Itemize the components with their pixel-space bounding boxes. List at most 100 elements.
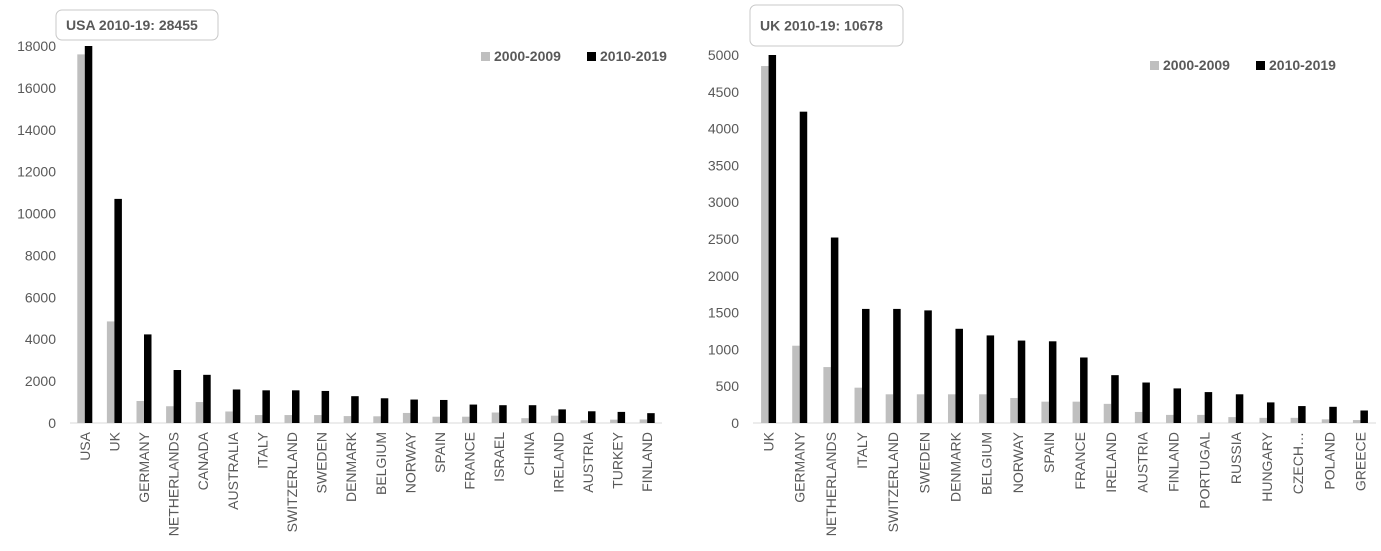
bar-2010-2019-australia (232, 389, 241, 423)
bar-2010-2019-denmark (955, 328, 963, 423)
legend-label: 2010-2019 (1269, 57, 1336, 73)
bar-2010-2019-czech (1298, 406, 1306, 423)
y-tick-label: 18000 (17, 38, 56, 54)
y-tick-label: 16000 (17, 80, 56, 96)
x-tick-label: SPAIN (1041, 432, 1057, 473)
bar-2000-2009-ireland (550, 415, 559, 423)
x-tick-label: BELGIUM (979, 432, 995, 495)
bar-2010-2019-turkey (617, 411, 626, 423)
bar-2010-2019-italy (862, 308, 870, 423)
annotation-text: USA 2010-19: 28455 (66, 17, 198, 33)
bar-2010-2019-poland (1329, 406, 1337, 423)
bar-2010-2019-germany (799, 111, 808, 423)
bar-2000-2009-norway (1010, 397, 1018, 423)
bar-2000-2009-belgium (979, 394, 987, 423)
bar-2000-2009-france (1072, 401, 1081, 423)
usa-collaboration-chart: 0 2000 4000 6000 8000 10000 12000 14000 16000 180… (0, 0, 686, 551)
bar-2000-2009-canada (195, 402, 204, 423)
bar-2000-2009-spain (1041, 401, 1049, 423)
bar-2010-2019-switzerland (292, 390, 300, 423)
x-tick-label: SWEDEN (314, 432, 330, 493)
y-tick-label: 4000 (708, 121, 739, 137)
bar-2000-2009-denmark (343, 416, 352, 423)
y-tick-label: 2500 (708, 231, 739, 247)
x-tick-label: NORWAY (402, 431, 418, 493)
bar-2010-2019-uk (768, 55, 777, 423)
y-tick-label: 2000 (25, 373, 56, 389)
bar-2010-2019-netherlands (830, 237, 839, 423)
x-tick-label: CANADA (195, 431, 211, 490)
x-tick-label: GERMANY (792, 431, 808, 502)
bar-2010-2019-ireland (558, 409, 566, 423)
y-tick-label: 14000 (17, 122, 56, 138)
y-tick-label: 3000 (708, 194, 739, 210)
bar-2010-2019-denmark (351, 396, 359, 423)
bar-2010-2019-canada (203, 374, 211, 423)
bar-2000-2009-austria (580, 420, 588, 423)
bar-2000-2009-italy (254, 415, 263, 423)
y-tick-label: 8000 (25, 247, 56, 263)
x-tick-label: ITALY (254, 431, 270, 468)
x-tick-label: POLAND (1321, 432, 1337, 490)
x-tick-label: AUSTRIA (580, 431, 596, 492)
y-tick-label: 3500 (708, 157, 739, 173)
bar-2010-2019-portugal (1204, 392, 1213, 423)
bar-2000-2009-germany (792, 345, 800, 423)
bar-2010-2019-sweden (924, 310, 932, 423)
x-tick-label: FINLAND (639, 432, 655, 492)
bar-2000-2009-turkey (610, 419, 618, 423)
legend-swatch-2000-2009 (481, 52, 490, 61)
x-tick-label: AUSTRALIA (225, 431, 241, 509)
x-tick-label: ISRAEL (491, 432, 507, 482)
bar-2010-2019-norway (1017, 340, 1026, 423)
uk-chart-svg: 0 500 1000 1500 2000 2500 3000 3500 4000 4500 5000… (708, 4, 1376, 536)
bar-2000-2009-france (462, 416, 470, 423)
x-tick-label: FINLAND (1166, 432, 1182, 492)
uk-collaboration-chart: 0 500 1000 1500 2000 2500 3000 3500 4000 4500 5000… (686, 0, 1381, 551)
bar-2010-2019-norway (410, 399, 418, 423)
bar-2000-2009-china (521, 418, 529, 423)
y-tick-label: 500 (716, 378, 740, 394)
x-tick-label: CZECH… (1290, 432, 1306, 494)
x-tick-label: TURKEY (610, 431, 626, 488)
x-tick-label: USA (77, 431, 93, 460)
bar-2010-2019-austria (588, 411, 596, 423)
x-tick-label: HUNGARY (1259, 431, 1275, 501)
x-tick-label: IRELAND (550, 432, 566, 493)
y-tick-label: 4500 (708, 84, 739, 100)
bar-2010-2019-finland (1173, 388, 1182, 423)
legend-swatch-2010-2019 (1256, 61, 1265, 70)
legend-swatch-2010-2019 (587, 52, 596, 61)
x-tick-label: NETHERLANDS (823, 432, 839, 536)
bar-2010-2019-switzerland (893, 308, 901, 423)
bar-2000-2009-poland (1321, 419, 1330, 423)
bar-2000-2009-uk (106, 321, 115, 423)
bar-2010-2019-belgium (380, 398, 389, 423)
y-tick-label: 4000 (25, 331, 56, 347)
bar-2010-2019-israel (499, 405, 507, 423)
x-tick-label: BELGIUM (373, 432, 389, 495)
bar-2000-2009-sweden (314, 415, 322, 423)
bar-2010-2019-italy (262, 390, 270, 423)
bar-2010-2019-netherlands (173, 370, 182, 423)
bar-2000-2009-australia (225, 411, 233, 423)
x-tick-label: ITALY (854, 431, 870, 468)
y-tick-label: 1000 (708, 341, 739, 357)
x-tick-label: DENMARK (947, 431, 963, 502)
bar-2000-2009-netherlands (166, 406, 174, 423)
y-tick-label: 2000 (708, 268, 739, 284)
x-tick-label: FRANCE (1072, 432, 1088, 490)
bar-2000-2009-austria (1134, 411, 1143, 423)
bar-2010-2019-china (528, 405, 537, 423)
bar-2000-2009-greece (1352, 420, 1361, 423)
legend-swatch-2000-2009 (1150, 61, 1159, 70)
bar-2010-2019-france (1080, 357, 1088, 423)
bar-2000-2009-portugal (1197, 414, 1205, 423)
bar-2000-2009-switzerland (885, 394, 894, 423)
x-tick-label: AUSTRIA (1134, 431, 1150, 492)
bar-2010-2019-russia (1235, 394, 1244, 423)
bar-2010-2019-ireland (1111, 375, 1119, 423)
y-tick-label: 0 (731, 415, 739, 431)
bar-2000-2009-finland (1166, 414, 1174, 423)
annotation-text: UK 2010-19: 10678 (760, 18, 883, 34)
